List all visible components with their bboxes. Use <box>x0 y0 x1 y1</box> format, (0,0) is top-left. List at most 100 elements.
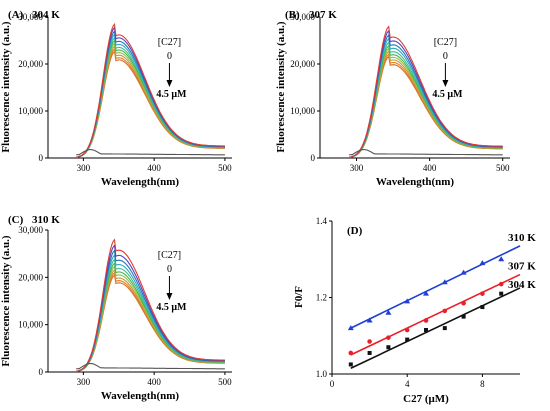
data-point-square <box>442 326 447 331</box>
x-axis-label: Wavelength(nm) <box>101 390 180 402</box>
x-tick-label: 500 <box>496 163 510 173</box>
annotation-start: 0 <box>167 51 172 62</box>
series-label: 310 K <box>508 232 536 244</box>
x-tick-label: 8 <box>480 379 485 389</box>
x-tick-label: 500 <box>218 377 232 387</box>
panel-label: (D) <box>347 225 363 237</box>
x-tick-label: 400 <box>147 163 161 173</box>
data-point-square <box>405 337 410 342</box>
annotation-arrow-head <box>166 80 173 87</box>
y-tick-label: 20,000 <box>18 272 43 282</box>
y-tick-label: 1.4 <box>316 216 328 226</box>
x-axis-label: Wavelength(nm) <box>101 176 180 188</box>
data-point-square <box>499 291 504 296</box>
data-point-triangle <box>479 260 486 266</box>
data-point-triangle <box>385 309 392 315</box>
y-tick-label: 20,000 <box>18 59 43 69</box>
series-label: 307 K <box>508 261 536 273</box>
spectrum-curve <box>349 25 503 158</box>
panel-label: (C) <box>8 214 24 226</box>
data-point-circle <box>442 308 448 314</box>
series-label: 304 K <box>508 279 536 291</box>
data-point-square <box>480 305 485 310</box>
x-axis-label: Wavelength(nm) <box>376 176 455 188</box>
spectrum-curve <box>76 22 225 158</box>
x-tick-label: 0 <box>330 379 335 389</box>
fit-line-2 <box>350 287 521 369</box>
x-axis-label: C27 (μM) <box>403 393 449 405</box>
data-point-circle <box>461 300 466 306</box>
y-tick-label: 1.2 <box>316 293 327 303</box>
y-tick-label: 0 <box>39 153 44 163</box>
data-point-circle <box>498 281 504 287</box>
y-tick-label: 10,000 <box>18 106 43 116</box>
data-point-triangle <box>423 290 429 296</box>
data-point-circle <box>480 291 485 296</box>
blank-curve <box>349 148 503 156</box>
annotation-title: [C27] <box>158 250 181 261</box>
data-point-triangle <box>366 317 373 323</box>
y-tick-label: 30,000 <box>18 225 43 235</box>
data-point-triangle <box>441 279 448 285</box>
annotation-end: 4.5 μM <box>156 302 187 313</box>
y-tick-label: 1.0 <box>316 369 328 379</box>
y-tick-label: 0 <box>311 153 316 163</box>
x-tick-label: 300 <box>77 163 91 173</box>
y-tick-label: 30,000 <box>18 12 43 22</box>
annotation-end: 4.5 μM <box>156 89 187 100</box>
data-point-circle <box>404 327 410 333</box>
y-tick-label: 20,000 <box>290 59 315 69</box>
y-tick-label: 0 <box>39 367 44 377</box>
spectra-panel-2: 300 400 500 0 10,000 20,000 30,000 Wavelength(n… <box>0 214 232 402</box>
x-tick-label: 400 <box>423 163 437 173</box>
panel-label: (B) <box>285 9 300 21</box>
x-tick-label: 400 <box>147 377 161 387</box>
data-point-triangle <box>404 298 411 304</box>
temperature-label: 307 K <box>309 9 337 21</box>
spectrum-curve <box>76 258 225 372</box>
data-point-circle <box>348 350 354 356</box>
annotation-arrow-head <box>166 293 173 300</box>
data-point-circle <box>423 318 429 323</box>
temperature-label: 304 K <box>32 9 60 21</box>
annotation-end: 4.5 μM <box>432 89 463 100</box>
annotation-start: 0 <box>443 51 448 62</box>
data-point-circle <box>386 335 391 340</box>
data-point-square <box>348 362 353 367</box>
y-tick-label: 10,000 <box>18 320 43 330</box>
data-point-square <box>386 345 391 350</box>
data-point-triangle <box>347 325 354 331</box>
temperature-label: 310 K <box>32 214 60 226</box>
x-tick-label: 300 <box>350 163 364 173</box>
data-point-square <box>461 314 466 319</box>
blank-curve <box>76 362 225 370</box>
annotation-title: [C27] <box>158 37 181 48</box>
spectrum-curve <box>76 238 225 372</box>
spectra-panel-0: 300 400 500 0 10,000 20,000 30,000 Wavelength(n… <box>0 9 232 188</box>
y-tick-label: 30,000 <box>290 12 315 22</box>
annotation-title: [C27] <box>434 37 457 48</box>
fit-line-1 <box>350 273 521 356</box>
stern-volmer-panel: 0 4 8 1.0 1.2 1.4 C27 (μM) F0/F (D) 310 K 307 K 304… <box>293 216 536 405</box>
panel-label: (A) <box>8 9 24 21</box>
y-axis-label: Fluorescence intensity (a.u.) <box>275 21 287 153</box>
data-point-square <box>424 328 428 333</box>
y-axis-label: Fluorescence intensity (a.u.) <box>0 235 12 367</box>
y-axis-label: F0/F <box>293 286 305 308</box>
spectrum-curve <box>76 244 225 372</box>
spectra-panel-1: 300 400 500 0 10,000 20,000 30,000 Wavelength(n… <box>275 9 510 188</box>
x-tick-label: 500 <box>218 163 232 173</box>
data-point-square <box>367 350 372 355</box>
fit-line-0 <box>350 245 521 329</box>
spectrum-curve <box>76 249 225 372</box>
blank-curve <box>76 148 225 156</box>
annotation-start: 0 <box>167 264 172 275</box>
annotation-arrow-head <box>442 80 449 87</box>
y-axis-label: Fluorescence intensity (a.u.) <box>0 21 12 153</box>
data-point-circle <box>367 339 372 344</box>
data-point-triangle <box>498 256 505 262</box>
x-tick-label: 300 <box>77 377 91 387</box>
x-tick-label: 4 <box>405 379 410 389</box>
data-point-triangle <box>460 269 467 275</box>
